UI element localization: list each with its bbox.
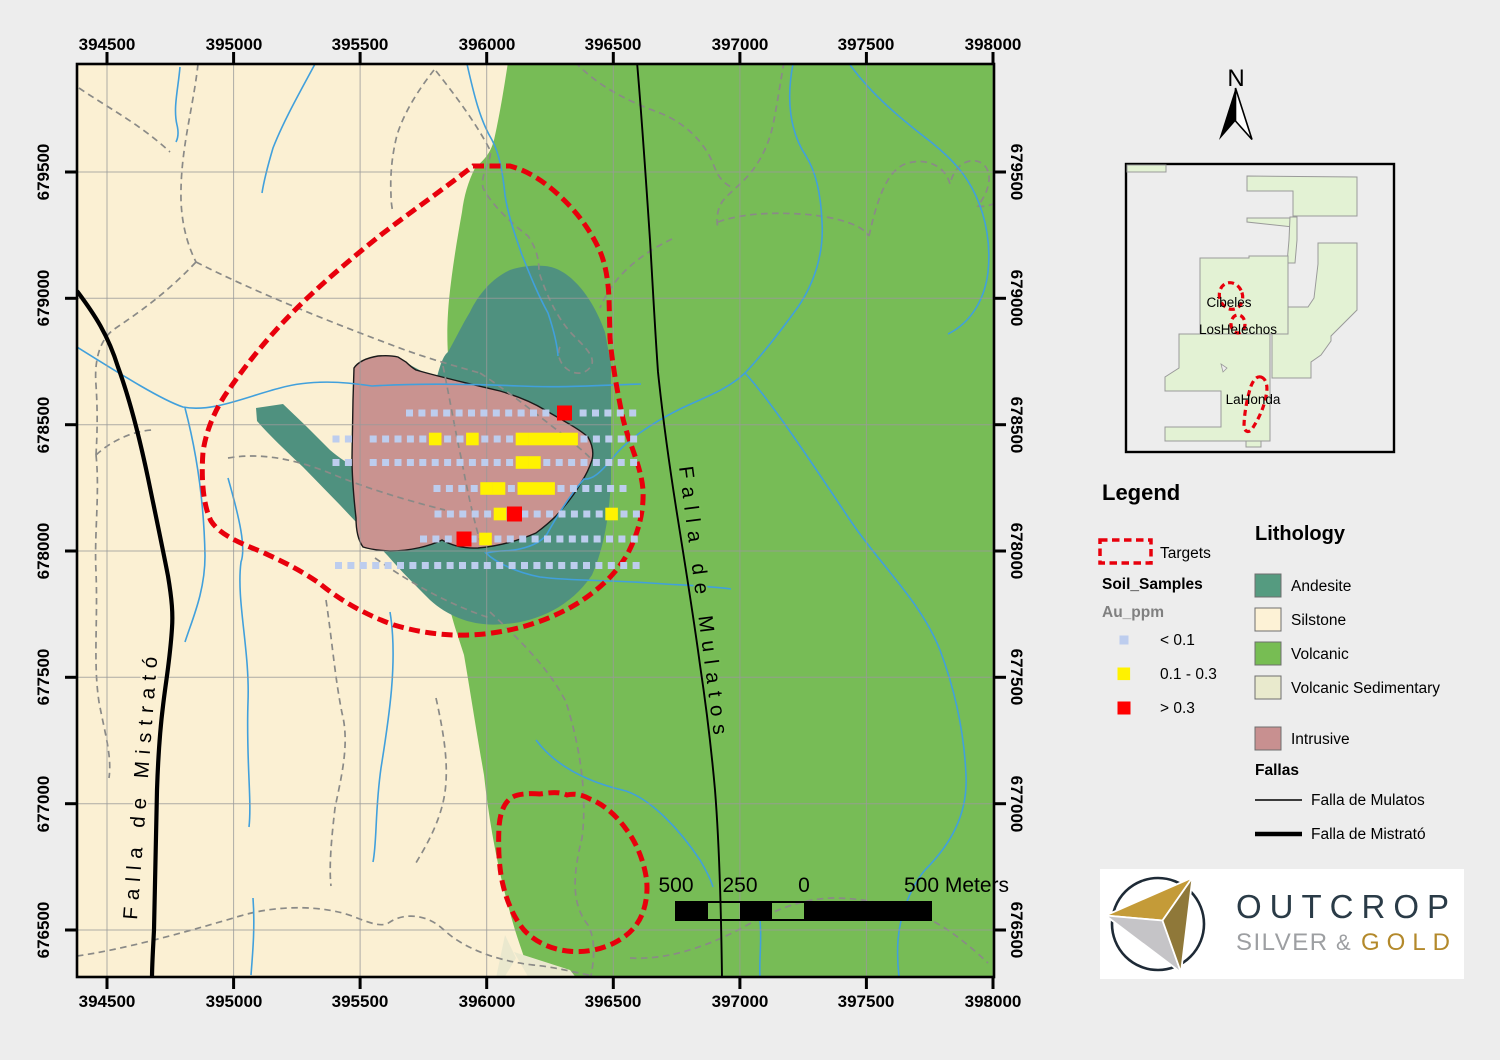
svg-text:398000: 398000 — [965, 35, 1022, 54]
svg-text:N: N — [1227, 65, 1244, 92]
svg-text:< 0.1: < 0.1 — [1160, 632, 1195, 649]
svg-text:678000: 678000 — [1007, 523, 1026, 580]
svg-text:397000: 397000 — [712, 35, 769, 54]
svg-text:679500: 679500 — [1007, 144, 1026, 201]
svg-text:Volcanic: Volcanic — [1291, 646, 1349, 663]
svg-text:SILVER: SILVER — [1236, 929, 1329, 956]
svg-text:Volcanic Sedimentary: Volcanic Sedimentary — [1291, 680, 1440, 697]
svg-text:Fallas: Fallas — [1255, 762, 1299, 779]
svg-text:0.1 - 0.3: 0.1 - 0.3 — [1160, 666, 1217, 683]
svg-text:676500: 676500 — [1007, 902, 1026, 959]
svg-text:678500: 678500 — [1007, 397, 1026, 454]
svg-text:678000: 678000 — [34, 523, 53, 580]
svg-text:Legend: Legend — [1102, 480, 1180, 505]
svg-text:Intrusive: Intrusive — [1291, 731, 1350, 748]
svg-text:397500: 397500 — [838, 35, 895, 54]
svg-text:397500: 397500 — [838, 992, 895, 1011]
svg-text:Cibeles: Cibeles — [1206, 295, 1251, 310]
svg-text:500 Meters: 500 Meters — [904, 874, 1009, 897]
svg-text:&: & — [1336, 930, 1351, 955]
svg-text:394500: 394500 — [79, 35, 136, 54]
svg-text:Silstone: Silstone — [1291, 612, 1346, 629]
svg-text:Andesite: Andesite — [1291, 578, 1351, 595]
svg-text:677500: 677500 — [1007, 649, 1026, 706]
svg-text:Lithology: Lithology — [1255, 523, 1346, 545]
svg-text:676500: 676500 — [34, 902, 53, 959]
svg-text:Targets: Targets — [1160, 545, 1211, 562]
svg-text:677500: 677500 — [34, 649, 53, 706]
svg-text:> 0.3: > 0.3 — [1160, 700, 1195, 717]
svg-text:LaHonda: LaHonda — [1226, 392, 1281, 407]
svg-text:GOLD: GOLD — [1361, 929, 1457, 956]
svg-text:Soil_Samples: Soil_Samples — [1102, 576, 1203, 593]
svg-text:396000: 396000 — [459, 992, 516, 1011]
svg-text:396500: 396500 — [585, 992, 642, 1011]
svg-text:677000: 677000 — [34, 776, 53, 833]
svg-text:396500: 396500 — [585, 35, 642, 54]
svg-text:679500: 679500 — [34, 144, 53, 201]
svg-text:Au_ppm: Au_ppm — [1102, 604, 1164, 621]
svg-text:0: 0 — [798, 874, 810, 897]
svg-text:395500: 395500 — [332, 35, 389, 54]
svg-text:679000: 679000 — [34, 270, 53, 327]
svg-text:500: 500 — [658, 874, 693, 897]
svg-text:394500: 394500 — [79, 992, 136, 1011]
svg-text:679000: 679000 — [1007, 270, 1026, 327]
svg-text:OUTCROP: OUTCROP — [1236, 888, 1457, 925]
svg-text:395500: 395500 — [332, 992, 389, 1011]
svg-text:396000: 396000 — [459, 35, 516, 54]
svg-text:395000: 395000 — [206, 992, 263, 1011]
svg-text:395000: 395000 — [206, 35, 263, 54]
svg-text:398000: 398000 — [965, 992, 1022, 1011]
svg-text:LosHelechos: LosHelechos — [1199, 322, 1277, 337]
svg-text:678500: 678500 — [34, 397, 53, 454]
svg-text:397000: 397000 — [712, 992, 769, 1011]
svg-text:677000: 677000 — [1007, 776, 1026, 833]
svg-text:250: 250 — [722, 874, 757, 897]
svg-text:Falla de Mulatos: Falla de Mulatos — [1311, 792, 1425, 809]
svg-text:Falla de Mistrató: Falla de Mistrató — [1311, 826, 1426, 843]
